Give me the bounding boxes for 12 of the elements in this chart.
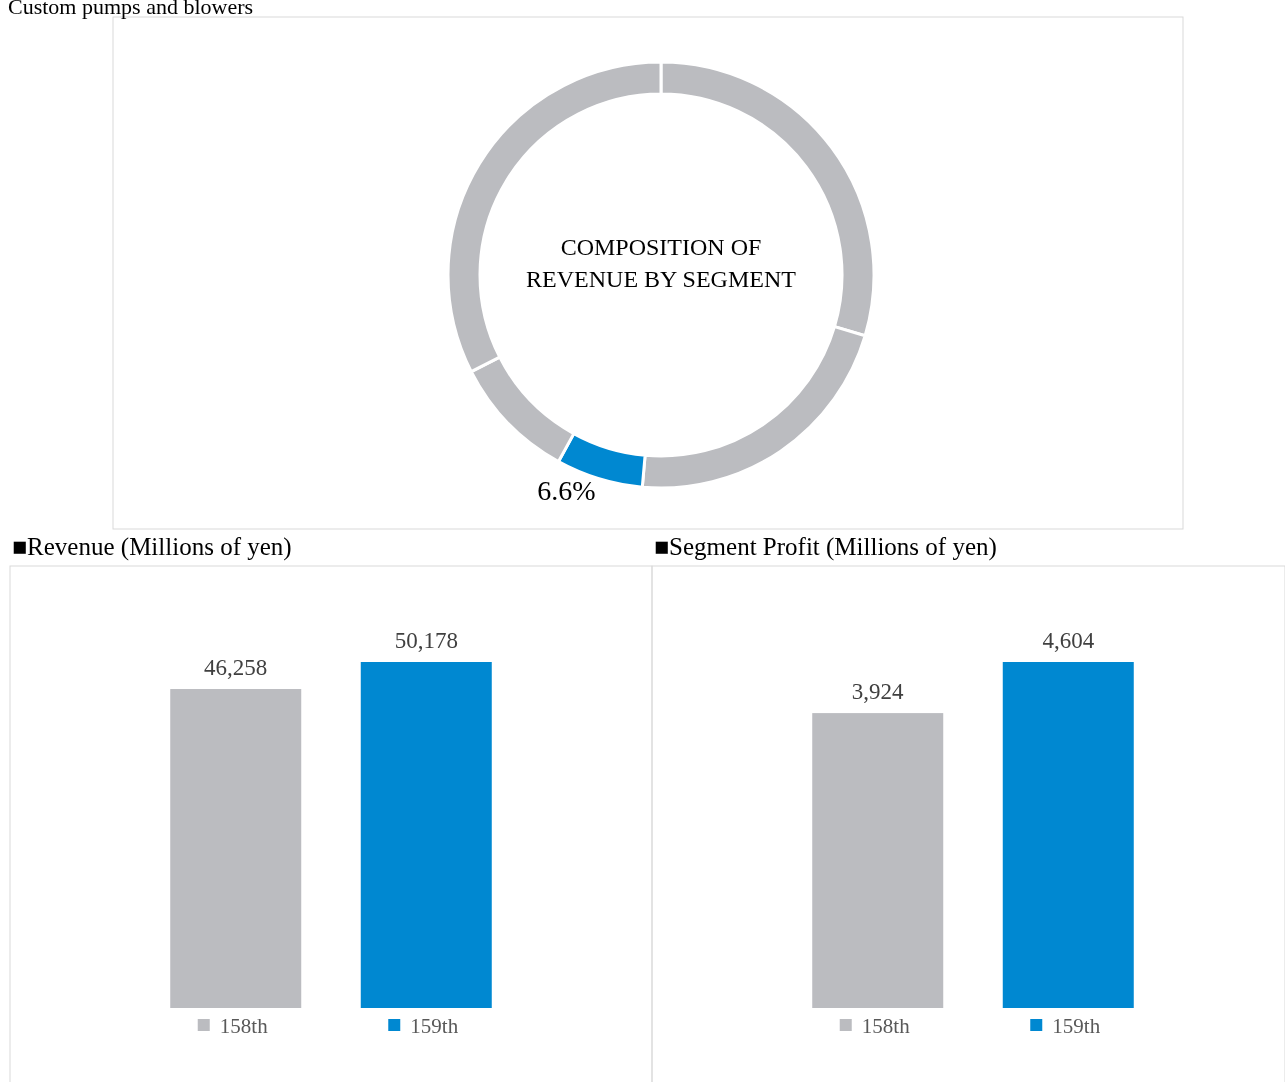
data-label: 46,258 [204, 655, 268, 681]
x-tick-label: 159th [410, 1014, 459, 1038]
x-tick-label: 158th [219, 1014, 269, 1038]
data-label: 50,178 [394, 628, 458, 653]
text: COMPOSITION OF REVENUE BY SEGMENT [526, 234, 797, 292]
chart-title: ■Segment Profit (Millions of yen) [654, 533, 997, 561]
x-tick-label: 159th [1052, 1014, 1101, 1038]
data-label: 3,924 [851, 679, 905, 705]
chart-title: ■Revenue (Millions of yen) [12, 533, 292, 561]
x-tick-label: 158th [861, 1014, 911, 1038]
data-label: 6.6% [537, 475, 596, 507]
data-label: 4,604 [1042, 628, 1095, 653]
